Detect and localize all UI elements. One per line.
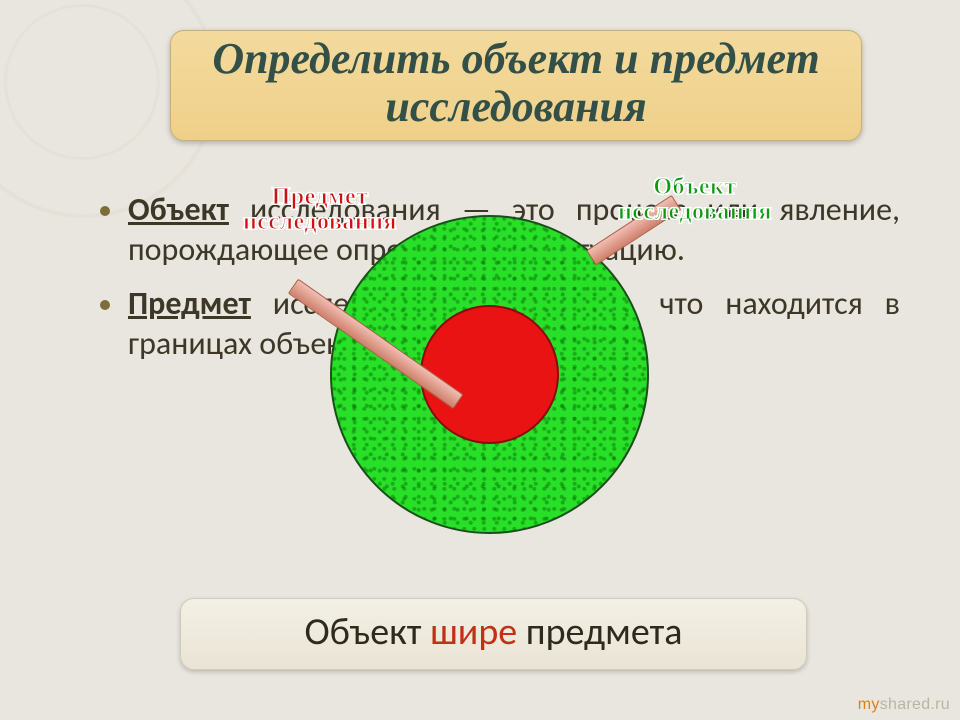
- body-content: Объект исследования — это процесс или яв…: [100, 190, 900, 378]
- bullet-lead: Объект: [128, 190, 229, 229]
- bullet-rest: исследования — это процесс или явление, …: [128, 190, 900, 269]
- footer-post: предмета: [517, 609, 682, 655]
- bullet-text: Объект исследования — это процесс или яв…: [128, 190, 900, 270]
- footer-pre: Объект: [304, 609, 430, 655]
- bullet-marker: [100, 300, 110, 310]
- watermark-part2: shared.ru: [880, 696, 950, 713]
- watermark: myshared.ru: [858, 696, 950, 714]
- bullet-item: Объект исследования — это процесс или яв…: [100, 190, 900, 270]
- slide-title-banner: Определить объект и предмет исследования: [170, 30, 862, 141]
- bullet-marker: [100, 206, 110, 216]
- bullet-text: Предмет исследования — это то, что наход…: [128, 284, 900, 364]
- bullet-item: Предмет исследования — это то, что наход…: [100, 284, 900, 364]
- bullet-lead: Предмет: [128, 284, 251, 323]
- footer-callout: Объект шире предмета: [180, 598, 807, 670]
- watermark-part1: my: [858, 696, 880, 713]
- footer-highlight: шире: [430, 609, 517, 655]
- slide-title: Определить объект и предмет исследования: [201, 35, 831, 130]
